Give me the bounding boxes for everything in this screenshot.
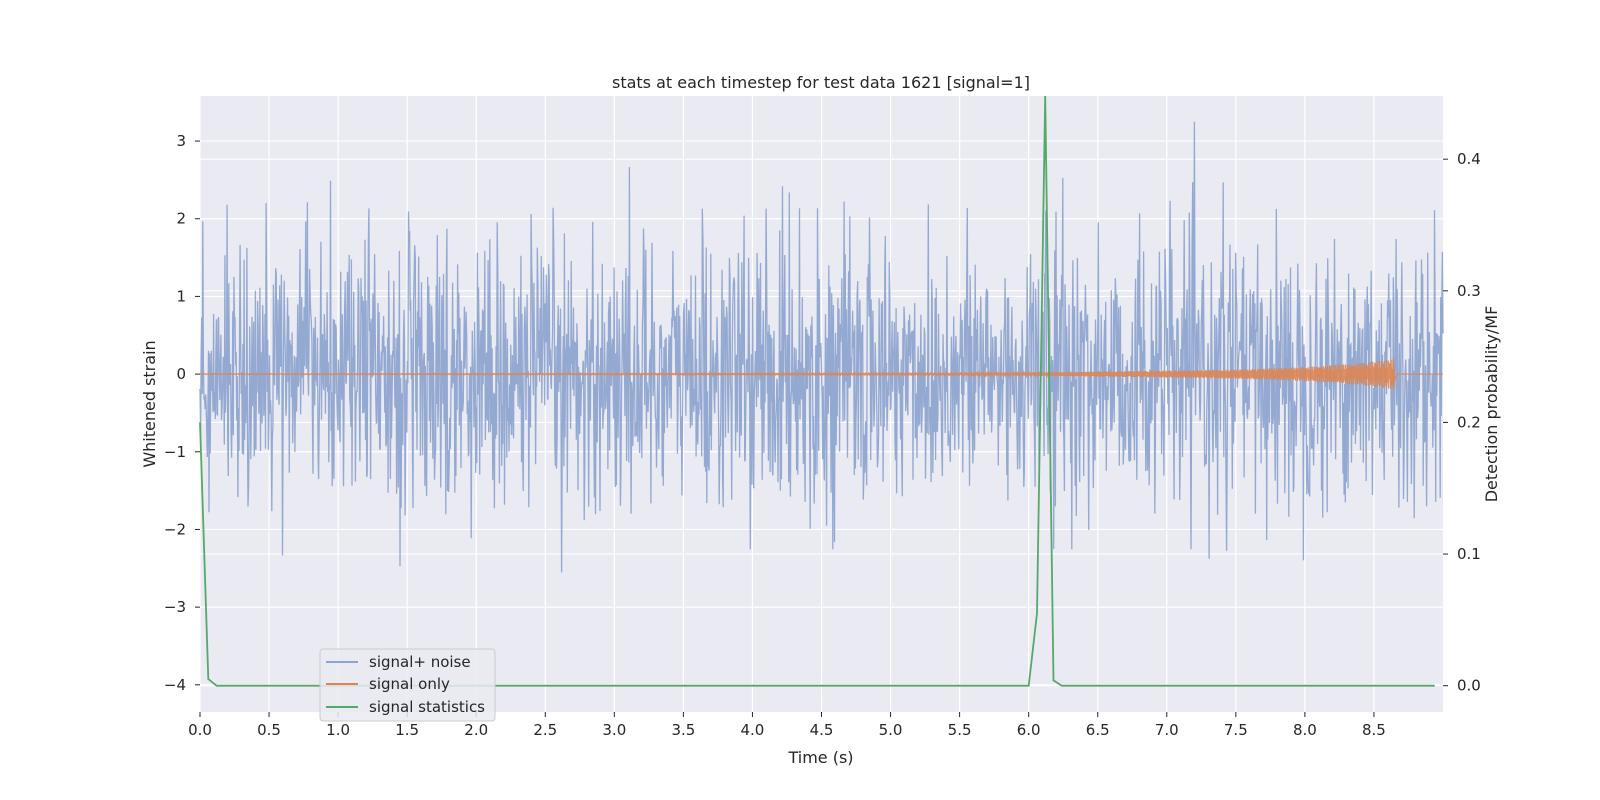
x-tick-label: 2.5 [533, 721, 557, 739]
y-right-tick-label: 0.3 [1457, 282, 1481, 300]
y-left-tick-label: −2 [164, 520, 186, 538]
x-tick-label: 8.0 [1293, 721, 1317, 739]
y-axis-label-left: Whitened strain [140, 340, 159, 467]
x-tick-label: 5.0 [879, 721, 903, 739]
x-tick-label: 1.0 [326, 721, 350, 739]
legend-label-signal-only: signal only [369, 675, 450, 693]
signal-noise-line [199, 121, 1444, 573]
x-tick-label: 3.0 [602, 721, 626, 739]
y-axis-label-right: Detection probability/MF [1482, 306, 1501, 503]
series-signal-statistics [199, 95, 1435, 687]
x-tick-label: 1.5 [395, 721, 419, 739]
series-signal-noise [199, 121, 1444, 573]
series-signal-only [199, 358, 1443, 389]
y-left-tick-label: −3 [164, 598, 186, 616]
y-left-tick-label: −1 [164, 443, 186, 461]
x-tick-label: 7.0 [1155, 721, 1179, 739]
legend-label-signal-noise: signal+ noise [369, 653, 471, 671]
y-right-tick-label: 0.2 [1457, 413, 1481, 431]
chart-title: stats at each timestep for test data 162… [612, 73, 1030, 92]
legend-box [319, 648, 496, 722]
x-tick-label: 4.0 [741, 721, 765, 739]
y-right-tick-label: 0.4 [1457, 150, 1481, 168]
signal-statistics-line [199, 95, 1435, 687]
x-tick-label: 6.0 [1017, 721, 1041, 739]
legend-label-signal-statistics: signal statistics [369, 698, 485, 716]
x-tick-label: 0.0 [188, 721, 212, 739]
signal-only-line [199, 358, 1443, 389]
x-tick-label: 7.5 [1224, 721, 1248, 739]
x-tick-label: 3.5 [671, 721, 695, 739]
y-left-tick-label: 0 [176, 365, 186, 383]
y-left-tick-label: −4 [164, 676, 186, 694]
x-tick-label: 2.0 [464, 721, 488, 739]
x-tick-label: 4.5 [810, 721, 834, 739]
x-tick-label: 8.5 [1362, 721, 1386, 739]
y-left-tick-label: 2 [176, 210, 186, 228]
y-right-tick-label: 0.1 [1457, 545, 1481, 563]
ticks: 0.0 0.5 1.0 1.5 2.0 2.5 3.0 3.5 4.0 4.5 5.0 5.5 6.0 6… [164, 132, 1481, 739]
y-right-tick-label: 0.0 [1457, 677, 1481, 695]
y-left-tick-label: 3 [176, 132, 186, 150]
legend: signal+ noise signal only signal statist… [319, 648, 496, 722]
x-tick-label: 6.5 [1086, 721, 1110, 739]
y-left-tick-label: 1 [176, 287, 186, 305]
x-tick-label: 0.5 [257, 721, 281, 739]
x-tick-label: 5.5 [948, 721, 972, 739]
x-axis-label: Time (s) [787, 748, 853, 767]
